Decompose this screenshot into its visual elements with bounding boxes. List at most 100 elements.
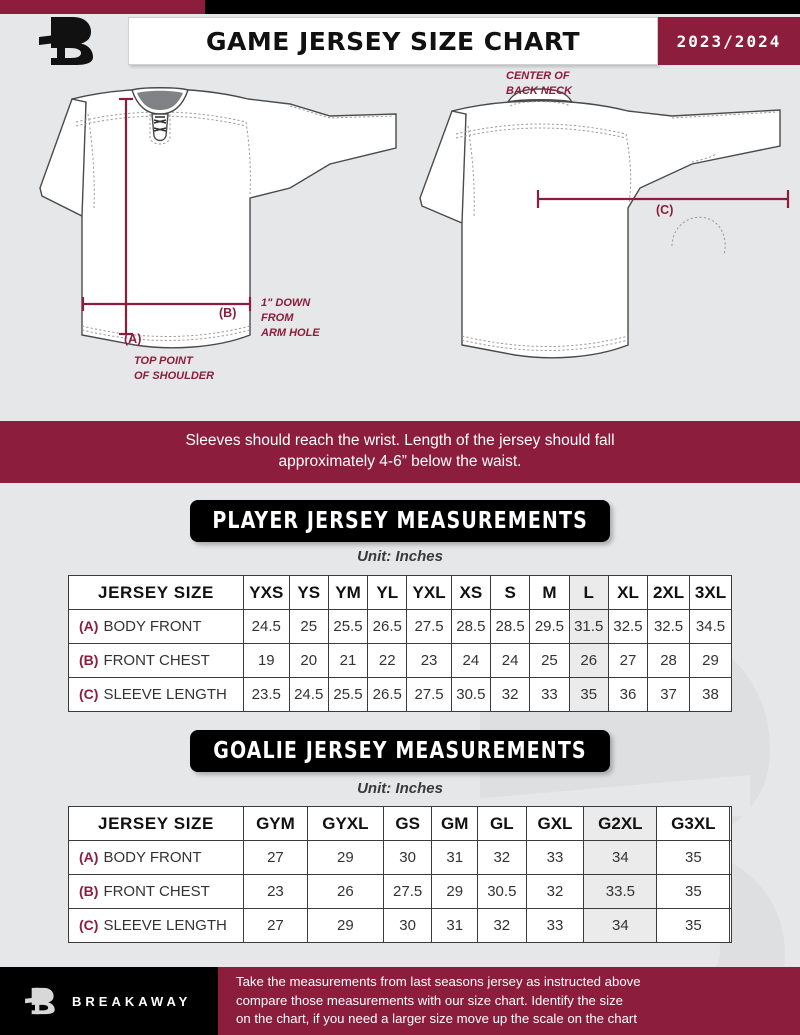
header-cell-empty [729,806,732,841]
goalie-section-title-label: GOALIE JERSEY MEASUREMENTS [213,738,587,764]
row-tag: (C) [79,917,99,933]
measurement-cell-empty [729,840,732,875]
measurement-cell: 24.5 [288,677,329,712]
header-cell-size: L [568,575,609,610]
top-strip-maroon [0,0,205,14]
footer-message-line-2: compare those measurements with our size… [236,992,624,1008]
measurement-cell: 32.5 [607,609,649,644]
row-tag: (B) [79,652,99,668]
goalie-table: JERSEY SIZE GYM GYXL GS GM GL GXL G2XL G3XL (A) BO… [68,806,732,943]
header-cell-size: GM [431,806,479,841]
table-row: (A) BODY FRONT 24.5 25 25.5 26.5 27.5 28.5 28.5 2… [68,609,732,644]
table-header-row: JERSEY SIZE GYM GYXL GS GM GL GXL G2XL G3XL [68,806,732,841]
header-logo [18,14,118,68]
row-label-cell: (A) BODY FRONT [68,840,244,875]
goalie-section-title: GOALIE JERSEY MEASUREMENTS [190,730,610,772]
measurement-cell: 30.5 [450,677,492,712]
measurement-cell: 24.5 [243,609,290,644]
player-measurements-table: JERSEY SIZE YXS YS YM YL YXL XS S M L XL 2XL 3XL (A) B… [68,575,732,712]
row-label-cell: (A) BODY FRONT [68,609,244,644]
player-section-title: PLAYER JERSEY MEASUREMENTS [190,500,610,542]
note-line-1: Sleeves should reach the wrist. Length o… [185,432,615,450]
measurement-cell: 25 [288,609,329,644]
row-tag: (A) [79,618,99,634]
page-title-bar: GAME JERSEY SIZE CHART [128,17,658,65]
measurement-cell: 29 [689,643,732,678]
dim-note-c-line2: BACK NECK [506,85,573,97]
header-cell-size: YS [288,575,329,610]
breakaway-b-logo-icon [25,987,55,1015]
measurement-cell: 26.5 [367,609,408,644]
measurement-cell: 28.5 [489,609,531,644]
measurement-cell: 27 [243,840,308,875]
table-row: (A) BODY FRONT 27 29 30 31 32 33 34 35 [68,840,732,875]
measurement-cell: 23.5 [243,677,290,712]
measurement-cell: 29.5 [529,609,570,644]
measurement-cell: 30 [382,840,433,875]
measurement-cell: 28.5 [450,609,492,644]
header-cell-size: G3XL [656,806,731,841]
season-badge: 2023/2024 [658,17,800,65]
measurement-cell: 23 [243,874,308,909]
header-cell-jersey-size: JERSEY SIZE [68,806,244,841]
measurement-cell: 29 [306,908,384,943]
header-cell-size: S [489,575,531,610]
measurement-cell: 26 [568,643,609,678]
measurement-cell: 28 [647,643,690,678]
measurement-cell-empty [729,874,732,909]
header-cell-size: GYXL [306,806,384,841]
header-cell-size: 2XL [647,575,690,610]
season-label: 2023/2024 [676,31,782,51]
dim-note-b-line1: 1" DOWN [261,297,311,309]
measurement-cell: 32.5 [647,609,690,644]
row-tag: (A) [79,849,99,865]
measurement-cell: 25.5 [327,677,369,712]
page-title: GAME JERSEY SIZE CHART [205,26,581,56]
header-cell-size: M [529,575,570,610]
table-row: (B) FRONT CHEST 19 20 21 22 23 24 24 25 26 27 28 29 [68,643,732,678]
measurement-cell: 29 [306,840,384,875]
footer-message-line-3: on the chart, if you need a larger size … [236,1011,637,1027]
measurement-cell: 21 [327,643,369,678]
player-section-title-label: PLAYER JERSEY MEASUREMENTS [212,508,588,534]
footer-brand: BREAKAWAY [0,967,218,1035]
measurement-cell: 31 [431,908,479,943]
measurement-cell: 33 [525,840,585,875]
measurement-cell: 19 [243,643,290,678]
measurement-cell: 33.5 [583,874,658,909]
measurement-cell: 35 [656,874,731,909]
table-row: (C) SLEEVE LENGTH 27 29 30 31 32 33 34 35 [68,908,732,943]
footer-brand-name: BREAKAWAY [72,993,192,1009]
dim-label-a: (A) [124,332,141,346]
dim-label-b: (B) [219,306,236,320]
measurement-cell-empty [729,908,732,943]
measurement-cell: 24 [450,643,492,678]
measurement-cell: 30 [382,908,433,943]
top-color-strip [0,0,800,14]
measurement-cell: 20 [288,643,329,678]
header-cell-jersey-size: JERSEY SIZE [68,575,244,610]
measurement-cell: 34.5 [689,609,732,644]
header-cell-size: XL [607,575,649,610]
table-header-row: JERSEY SIZE YXS YS YM YL YXL XS S M L XL 2XL 3XL [68,575,732,610]
row-label-cell: (B) FRONT CHEST [68,643,244,678]
note-line-2: approximately 4-6” below the waist. [278,453,522,470]
header-cell-size: YM [327,575,369,610]
measurement-cell: 26.5 [367,677,408,712]
header-cell-size: GL [477,806,527,841]
measurement-cell: 27.5 [406,609,452,644]
page-footer: BREAKAWAY Take the measurements from las… [0,967,800,1035]
measurement-cell: 31 [431,840,479,875]
breakaway-b-logo-icon [39,17,93,65]
jersey-front-illustration: (A) TOP POINT OF SHOULDER (B) 1" DOWN FR… [39,87,397,382]
note-banner: Sleeves should reach the wrist. Length o… [0,421,800,483]
dim-label-c: (C) [656,203,673,217]
player-unit-label: Unit: Inches [357,548,443,565]
row-tag: (B) [79,883,99,899]
goalie-measurements-table: JERSEY SIZE GYM GYXL GS GM GL GXL G2XL G3XL (A) BO… [68,806,732,943]
measurement-cell: 35 [656,908,731,943]
player-table: JERSEY SIZE YXS YS YM YL YXL XS S M L XL 2XL 3XL (A) B… [68,575,732,712]
jersey-illustrations: .ol { fill:#ffffff; stroke:#4a4a4a; stro… [0,68,800,418]
measurement-cell: 38 [689,677,732,712]
